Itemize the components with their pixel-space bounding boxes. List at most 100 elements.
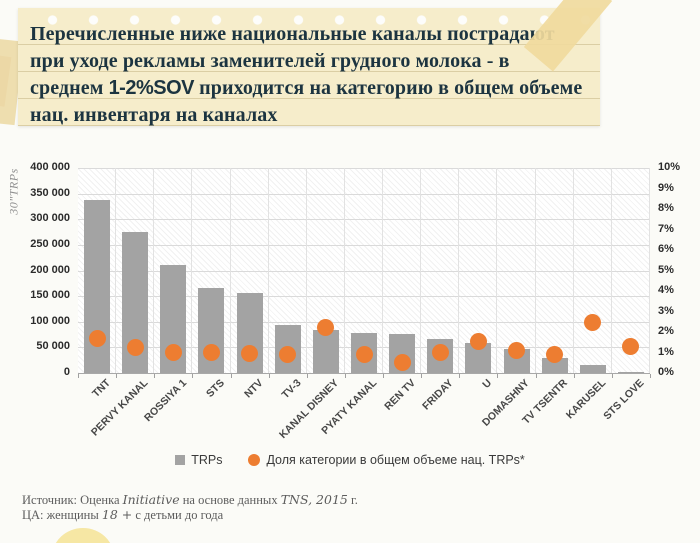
secondary-axis-tick-label: 6% — [658, 243, 674, 255]
y-axis-tick-label: 0 — [63, 366, 70, 378]
gridline-horizontal — [78, 168, 650, 169]
share-dot — [546, 346, 564, 364]
secondary-axis-tick-label: 8% — [658, 202, 674, 214]
share-legend-swatch — [248, 454, 261, 466]
x-axis-tick — [268, 374, 270, 378]
footer: Источник: Оценка Initiative на основе да… — [22, 492, 358, 522]
y-axis-tick-label: 350 000 — [30, 186, 70, 199]
y-axis-tick-label: 150 000 — [30, 289, 70, 302]
chart-plot-area — [78, 168, 651, 378]
x-axis-tick — [650, 374, 651, 378]
x-axis-tick — [383, 374, 385, 378]
trps-bar — [541, 358, 568, 373]
x-axis-category-label: FRIDAY — [420, 377, 456, 413]
gridline-vertical — [649, 168, 650, 373]
trps-bar — [84, 200, 111, 373]
x-axis-tick — [154, 374, 156, 378]
chart-legend: TRPs Доля категории в общем объеме нац. … — [0, 453, 700, 467]
x-axis-tick — [421, 374, 423, 378]
gridline-horizontal — [78, 244, 650, 246]
secondary-axis-tick-label: 2% — [658, 325, 674, 337]
title-text-1: Перечисленные ниже национальные каналы п… — [30, 23, 555, 99]
legend-item-trps: TRPs — [175, 453, 222, 467]
footer-source-line: Источник: Оценка Initiative на основе да… — [22, 492, 358, 508]
gridline-vertical — [610, 168, 612, 373]
x-axis-tick — [116, 374, 118, 378]
share-dot — [88, 329, 106, 347]
x-axis-tick — [535, 374, 537, 378]
gridline-vertical — [229, 168, 231, 373]
footer-text: на основе данных — [179, 493, 281, 507]
legend-item-share: Доля категории в общем объеме нац. TRPs* — [248, 453, 525, 467]
x-axis-category-label: NTV — [241, 377, 266, 401]
trps-bar — [617, 372, 644, 373]
secondary-axis-tick-label: 5% — [658, 263, 674, 276]
secondary-axis-tick-label: 9% — [658, 181, 674, 194]
paper-perforations — [32, 14, 590, 26]
x-axis-tick — [192, 374, 194, 378]
x-axis-category-label: TNT — [89, 377, 113, 400]
x-axis-category-label: STS LOVE — [601, 377, 647, 423]
gridline-vertical — [343, 168, 345, 373]
secondary-axis-tick-label: 4% — [658, 284, 674, 296]
x-axis-category-label: PYATY KANAL — [319, 377, 380, 437]
x-axis-tick — [497, 374, 499, 378]
x-axis-category-label: DOMASHNY — [480, 377, 533, 429]
footer-text: г. — [347, 493, 358, 507]
x-axis-category-label: STS — [204, 377, 227, 400]
gridline-vertical — [191, 168, 193, 373]
y-axis-tick-label: 300 000 — [30, 212, 70, 225]
x-axis-tick — [573, 374, 575, 378]
x-axis-tick — [78, 374, 79, 378]
x-axis-category-label: U — [480, 377, 494, 391]
x-axis-category-label: ROSSIYA 1 — [141, 377, 189, 425]
x-axis-tick — [230, 374, 232, 378]
share-dot — [355, 346, 373, 364]
slide-title: Перечисленные ниже национальные каналы п… — [18, 8, 600, 129]
share-legend-label: Доля категории в общем объеме нац. TRPs* — [266, 453, 525, 467]
secondary-axis-tick-label: 3% — [658, 304, 674, 317]
share-dot — [469, 332, 487, 350]
share-dot — [317, 319, 335, 337]
share-dot — [622, 337, 640, 355]
title-highlight: 1-2%SOV — [108, 77, 195, 99]
share-dot — [431, 344, 449, 361]
footer-text: с детьми до года — [132, 507, 224, 522]
x-axis-category-label: KARUSEL — [563, 377, 609, 422]
gridline-horizontal — [78, 219, 650, 221]
gridline-vertical — [382, 168, 384, 373]
share-dot — [584, 314, 602, 332]
x-axis-tick — [459, 374, 461, 378]
share-dot — [164, 344, 182, 361]
share-dot — [508, 341, 526, 359]
secondary-axis-tick-label: 7% — [658, 222, 674, 235]
title-text-2: приходится на категорию в общем объеме н… — [30, 77, 583, 126]
secondary-axis-tick-label: 0% — [658, 366, 674, 378]
gridline-vertical — [153, 168, 155, 373]
trps-bar — [579, 365, 606, 373]
x-axis-category-label: REN TV — [381, 377, 418, 413]
x-axis-tick — [306, 374, 308, 378]
secondary-axis-tick-label: 1% — [658, 345, 674, 358]
y-axis-tick-label: 250 000 — [30, 237, 70, 250]
trps-legend-label: TRPs — [191, 453, 223, 467]
footer-script-initiative: Initiative — [122, 492, 180, 507]
x-axis-tick — [611, 374, 613, 378]
gridline-horizontal — [78, 193, 650, 195]
left-axis-tick-labels: 400 000 350 000 300 000 250 000 200 000 150 0… — [0, 161, 70, 378]
gridline-vertical — [420, 168, 422, 373]
x-axis-category-label: TV-3 — [279, 377, 304, 402]
y-axis-tick-label: 400 000 — [30, 161, 70, 173]
y-axis-tick-label: 200 000 — [30, 263, 70, 276]
secondary-axis-tick-label: 10% — [658, 161, 681, 173]
gridline-vertical — [496, 168, 498, 373]
x-axis-category-label: TV TSENTR — [520, 377, 571, 427]
gridline-vertical — [115, 168, 117, 373]
y-axis-tick-label: 50 000 — [36, 340, 70, 353]
footer-text: ЦА: женщины — [22, 507, 102, 522]
gridline-horizontal — [78, 321, 650, 323]
gridline-vertical — [534, 168, 536, 373]
share-dot — [241, 345, 259, 363]
y-axis-tick-label: 100 000 — [30, 314, 70, 327]
x-axis-tick — [344, 374, 346, 378]
